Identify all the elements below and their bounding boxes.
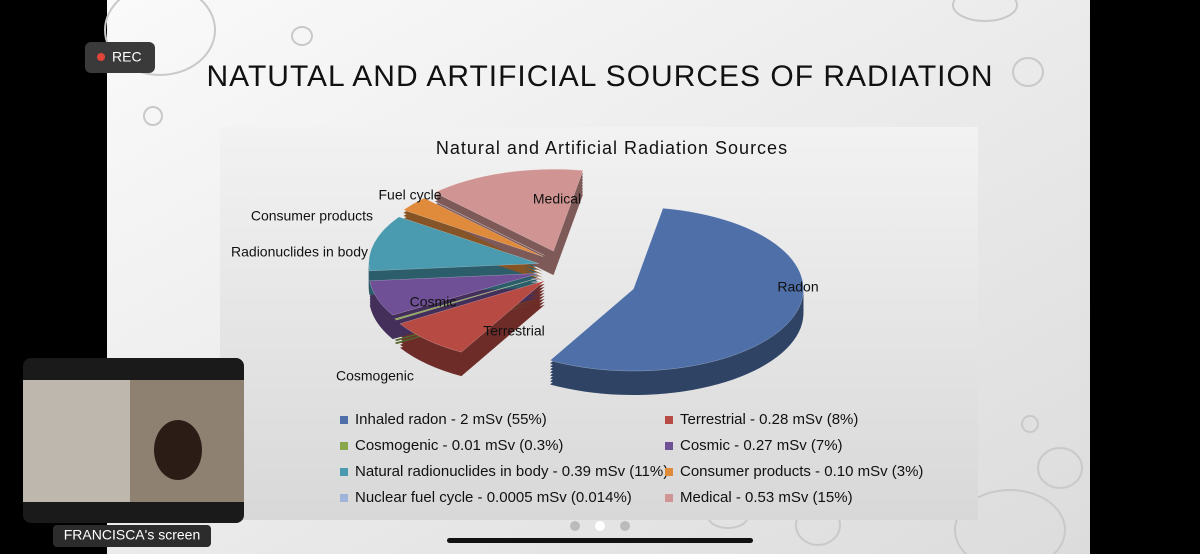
scroll-bar — [447, 538, 753, 543]
legend-label: Terrestrial - 0.28 mSv (8%) — [680, 411, 858, 428]
slice — [399, 280, 545, 353]
slice-label: Cosmogenic — [336, 368, 414, 384]
slice-label: Radionuclides in body — [231, 244, 368, 260]
slice-label: Fuel cycle — [378, 187, 441, 203]
legend-swatch — [340, 494, 348, 502]
name-tag — [53, 525, 211, 547]
rec-dot — [97, 53, 105, 61]
slice-label: Radon — [777, 279, 818, 295]
slice — [369, 273, 540, 316]
slice — [549, 207, 804, 372]
legend-swatch — [340, 416, 348, 424]
legend: Inhaled radon - 2 mSv (55%) Terrestrial -… — [340, 411, 923, 506]
slide-title: NATUTAL AND ARTIFICIAL SOURCES OF RADIAT… — [207, 60, 994, 93]
participant-name: FRANCISCA's screen — [64, 527, 200, 543]
slice — [368, 216, 539, 272]
legend-label: Inhaled radon - 2 mSv (55%) — [355, 411, 547, 428]
slice-label: Terrestrial — [483, 323, 544, 339]
slice — [402, 197, 544, 257]
legend-swatch — [340, 442, 348, 450]
legend-swatch — [665, 442, 673, 450]
page-dot[interactable] — [620, 521, 630, 531]
rec-label: REC — [112, 49, 142, 65]
legend-label: Medical - 0.53 mSv (15%) — [680, 489, 853, 506]
legend-label: Cosmic - 0.27 mSv (7%) — [680, 437, 843, 454]
legend-label: Cosmogenic - 0.01 mSv (0.3%) — [355, 437, 563, 454]
chart-title: Natural and Artificial Radiation Sources — [436, 138, 788, 158]
legend-label: Nuclear fuel cycle - 0.0005 mSv (0.014%) — [355, 489, 632, 506]
slice-label: Consumer products — [251, 208, 373, 224]
legend-label: Consumer products - 0.10 mSv (3%) — [680, 463, 923, 480]
video-person — [154, 420, 202, 480]
slice-label: Medical — [533, 191, 581, 207]
slice-label: Cosmic — [410, 294, 457, 310]
slice — [425, 196, 545, 256]
legend-swatch — [665, 468, 673, 476]
page-dot[interactable] — [570, 521, 580, 531]
slice — [394, 276, 542, 321]
slice — [434, 168, 584, 252]
page-dot[interactable] — [595, 521, 605, 531]
legend-swatch — [665, 416, 673, 424]
legend-swatch — [340, 468, 348, 476]
legend-swatch — [665, 494, 673, 502]
pie: Radon Terrestrial Cosmogenic Cosmic Radionuc… — [231, 168, 819, 396]
legend-label: Natural radionuclides in body - 0.39 mSv… — [355, 463, 668, 480]
rec-indicator[interactable] — [85, 42, 155, 73]
